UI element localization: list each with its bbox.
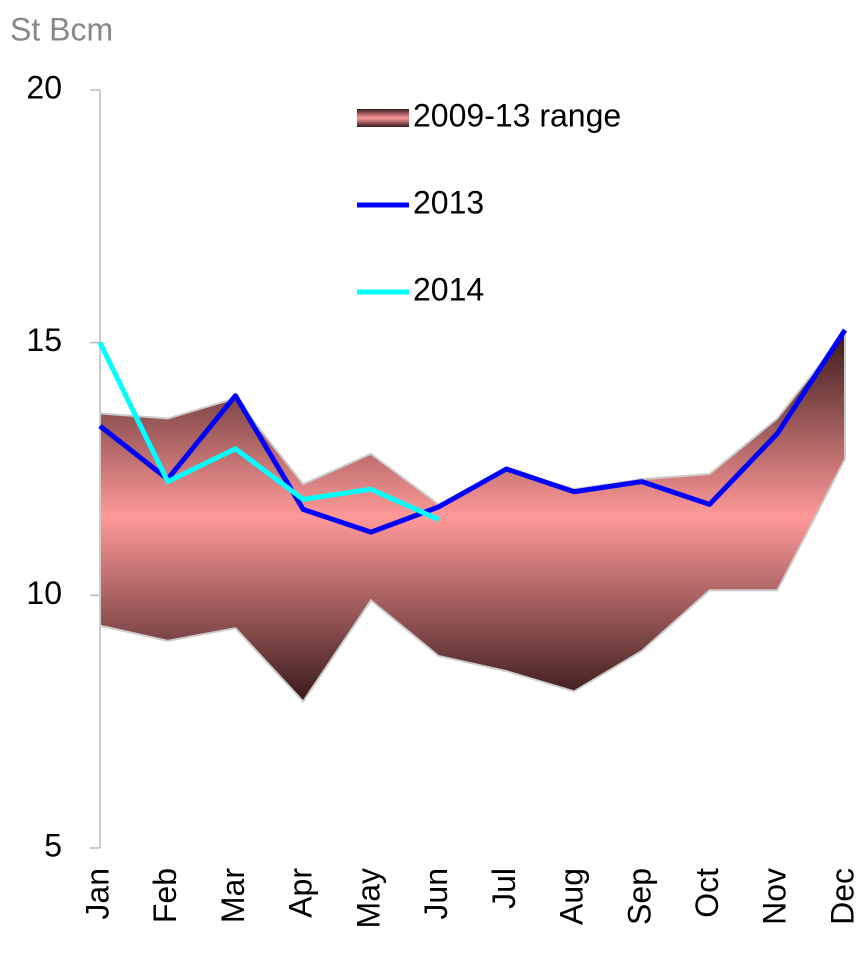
x-tick-label: Nov xyxy=(757,868,793,925)
x-tick-label: Jun xyxy=(418,868,454,920)
x-tick-label: Jan xyxy=(79,868,115,920)
y-tick-label: 20 xyxy=(26,69,62,105)
range-area xyxy=(99,329,846,704)
x-tick-label: Jul xyxy=(486,868,522,909)
x-tick-label: Mar xyxy=(215,868,251,923)
x-tick-label: May xyxy=(350,868,386,928)
x-tick-label: Oct xyxy=(689,868,725,918)
legend-swatch xyxy=(357,109,409,127)
y-tick-label: 15 xyxy=(26,322,62,358)
x-tick-label: Feb xyxy=(147,868,183,923)
x-tick-label: Aug xyxy=(554,868,590,925)
x-tick-label: Apr xyxy=(283,868,319,918)
x-tick-label: Dec xyxy=(824,868,860,925)
legend-label: 2009-13 range xyxy=(413,97,621,133)
y-tick-label: 10 xyxy=(26,575,62,611)
legend-label: 2014 xyxy=(413,271,484,307)
y-tick-label: 5 xyxy=(44,827,62,863)
line xyxy=(97,341,440,522)
line xyxy=(98,328,848,535)
x-tick-label: Sep xyxy=(621,868,657,925)
legend-label: 2013 xyxy=(413,184,484,220)
y-axis-label: St Bcm xyxy=(10,11,113,47)
